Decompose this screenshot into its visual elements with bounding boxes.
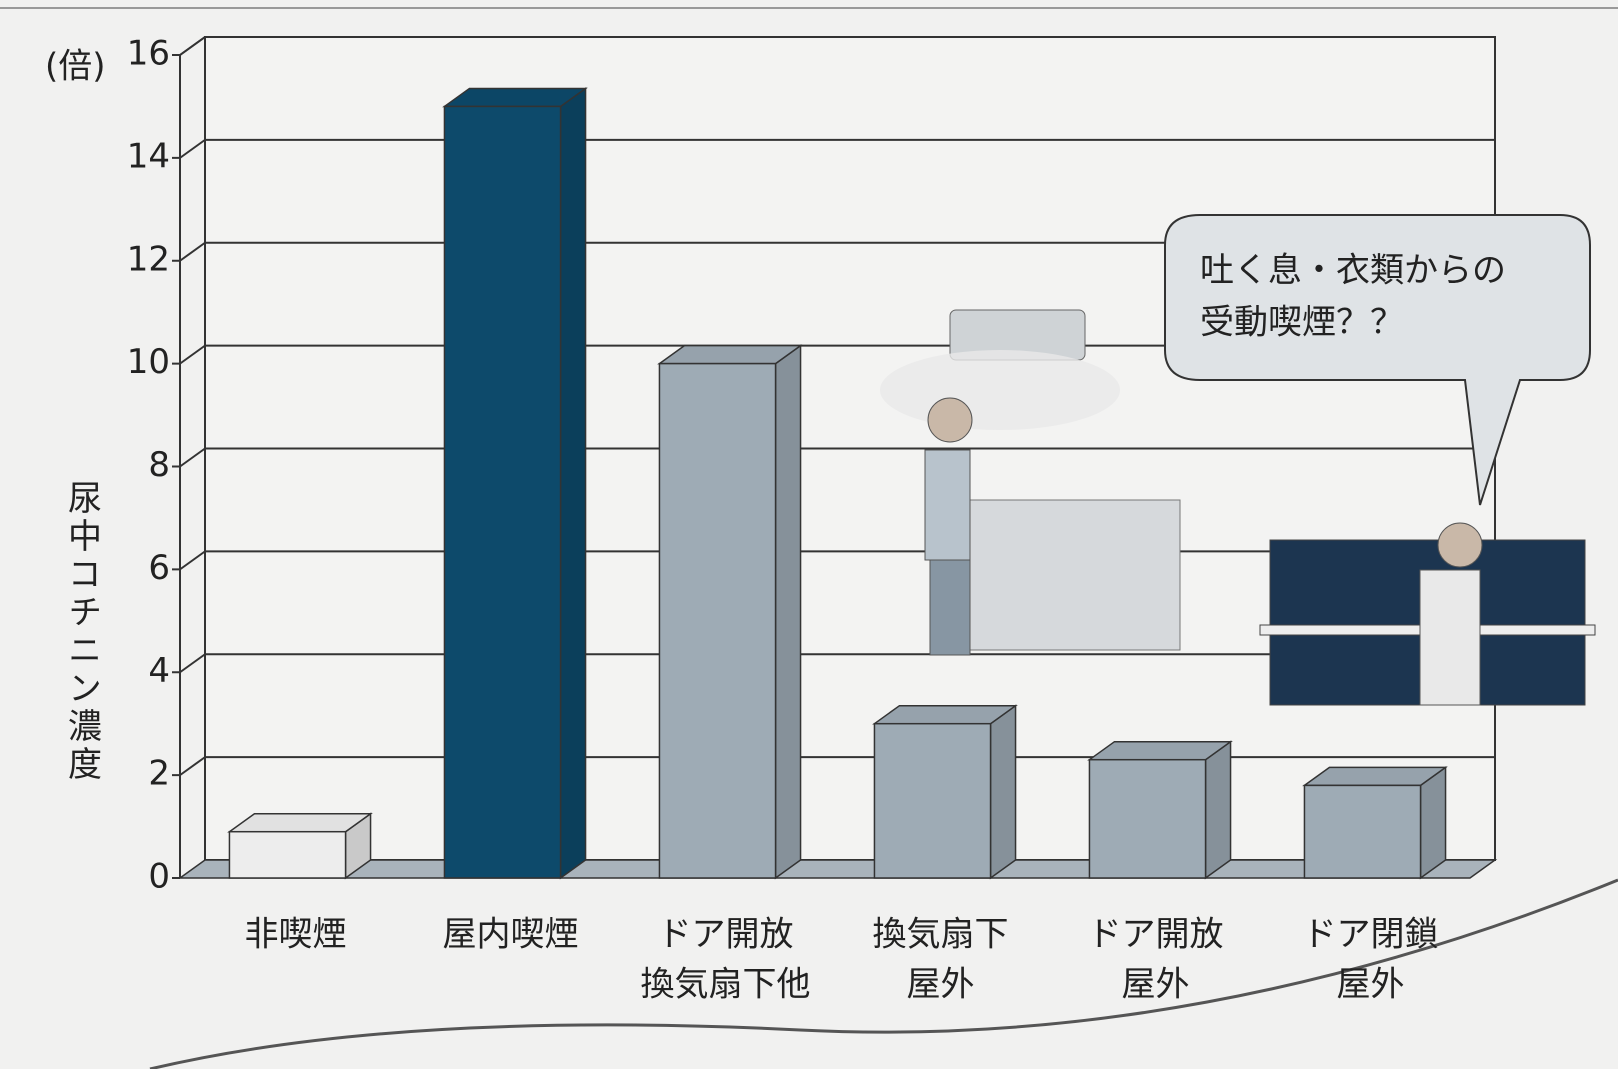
bar-top <box>1302 766 1448 787</box>
bar-side <box>559 86 587 880</box>
y-tick-label: 14 <box>127 136 170 176</box>
annotation: 吐く息・衣類からの <box>1200 251 1506 291</box>
y-axis-label: 尿中コチニン濃度 <box>62 480 102 784</box>
bar-top <box>1087 740 1233 761</box>
bar-side <box>989 704 1017 880</box>
annotation: 受動喫煙？？ <box>1200 303 1404 343</box>
x-tick-label: 屋外 <box>1122 965 1190 1005</box>
bar-side <box>774 344 802 880</box>
illustration-balcony <box>1259 522 1596 706</box>
floor <box>177 859 1498 879</box>
grid-side <box>179 36 206 56</box>
y-tick-label: 10 <box>127 342 170 382</box>
x-tick-label: ドア閉鎖 <box>1303 915 1439 955</box>
grid-side <box>179 653 206 674</box>
bar <box>1088 758 1207 879</box>
x-tick-label: 屋内喫煙 <box>443 915 579 955</box>
grid-side <box>179 241 206 262</box>
y-tick-label: 4 <box>148 651 170 691</box>
y-tick-label: 2 <box>148 754 170 794</box>
bar-side <box>1204 740 1232 880</box>
y-tick-label: 8 <box>148 445 170 485</box>
x-tick-label: 換気扇下 <box>873 915 1009 955</box>
bar <box>873 722 992 879</box>
x-tick-label: ドア開放 <box>658 915 794 955</box>
bar <box>443 105 562 879</box>
grid-side <box>179 344 206 365</box>
x-tick-label: 換気扇下他 <box>641 965 811 1005</box>
x-tick-label: ドア開放 <box>1088 915 1224 955</box>
grid-side <box>179 139 206 159</box>
speech-bubble <box>1164 214 1591 506</box>
bar <box>658 362 777 879</box>
bar <box>228 830 347 879</box>
bar-top <box>442 87 588 108</box>
y-tick-label: 0 <box>148 857 170 897</box>
y-tick-label: 16 <box>127 34 170 74</box>
x-tick-label: 屋外 <box>907 965 975 1005</box>
bar-top <box>872 704 1018 725</box>
bar-side <box>1419 765 1447 880</box>
bar-top <box>227 812 373 833</box>
grid-side <box>179 756 206 776</box>
page-curl <box>149 878 1618 1069</box>
illustration-kitchen <box>880 309 1181 656</box>
grid-side <box>179 550 206 571</box>
x-tick-label: 非喫煙 <box>245 915 347 955</box>
grid-side <box>179 447 206 468</box>
y-tick-label: 6 <box>148 548 170 588</box>
y-unit: (倍) <box>45 47 106 87</box>
y-tick-label: 12 <box>127 239 170 279</box>
x-tick-label: 屋外 <box>1337 965 1405 1005</box>
bar-top <box>657 344 803 365</box>
bar <box>1303 784 1422 879</box>
